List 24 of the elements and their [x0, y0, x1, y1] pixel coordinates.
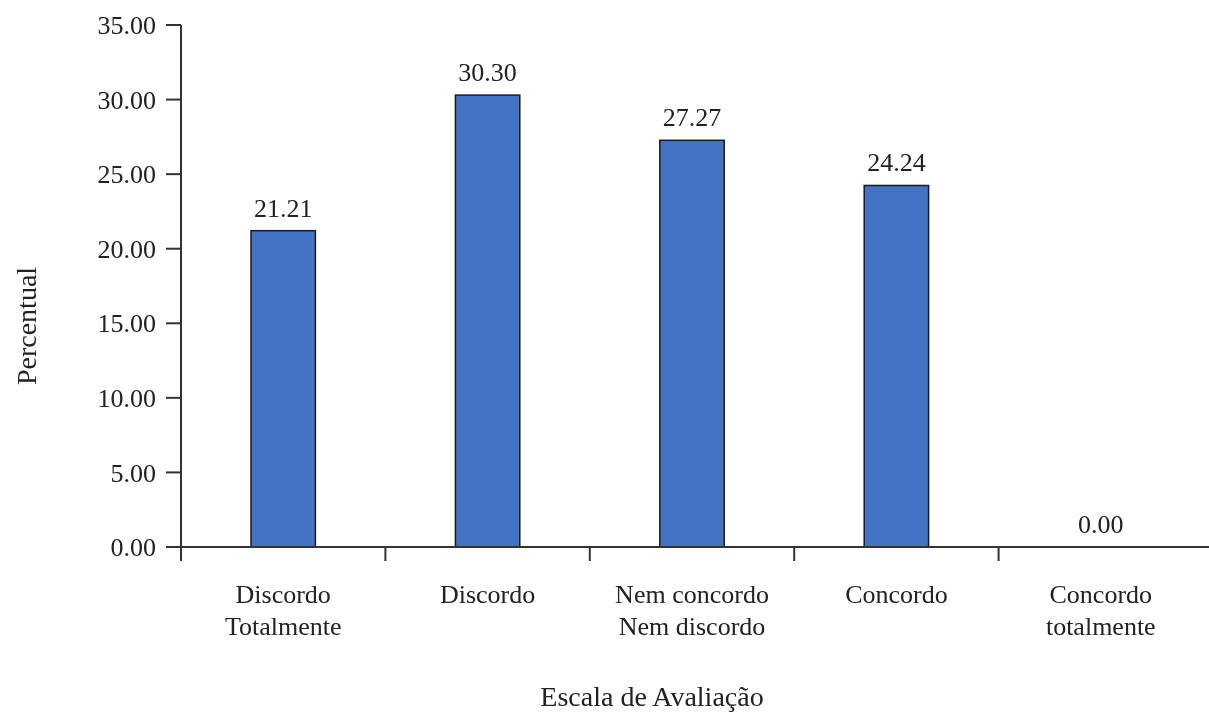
bar [863, 184, 930, 548]
y-tick-label: 10.00 [97, 383, 156, 413]
data-label: 24.24 [867, 148, 926, 178]
y-tick-label: 20.00 [97, 234, 156, 264]
data-label: 0.00 [1078, 510, 1124, 539]
y-tick-label: 35.00 [97, 11, 156, 41]
x-tick-label: Nem concordo Nem discordo [615, 580, 769, 641]
bar [659, 139, 725, 548]
y-tick-label: 5.00 [110, 458, 156, 488]
x-axis-title: Escala de Avaliação [540, 681, 764, 712]
bar [250, 229, 317, 548]
x-tick-label: Concordo [845, 580, 948, 609]
x-tick-label: Discordo Totalmente [224, 580, 342, 641]
y-tick-label: 15.00 [97, 309, 156, 339]
y-tick-label: 30.00 [97, 85, 156, 115]
y-tick-label: 0.00 [110, 533, 156, 563]
data-label: 30.30 [458, 58, 517, 88]
y-axis-title: Percentual [11, 266, 42, 386]
y-tick-label: 25.00 [97, 160, 156, 190]
bar [454, 94, 521, 548]
x-tick-label: Discordo [439, 580, 536, 609]
x-tick-label: Concordo totalmente [1045, 580, 1156, 641]
data-label: 27.27 [662, 103, 722, 133]
data-label: 21.21 [253, 193, 313, 223]
